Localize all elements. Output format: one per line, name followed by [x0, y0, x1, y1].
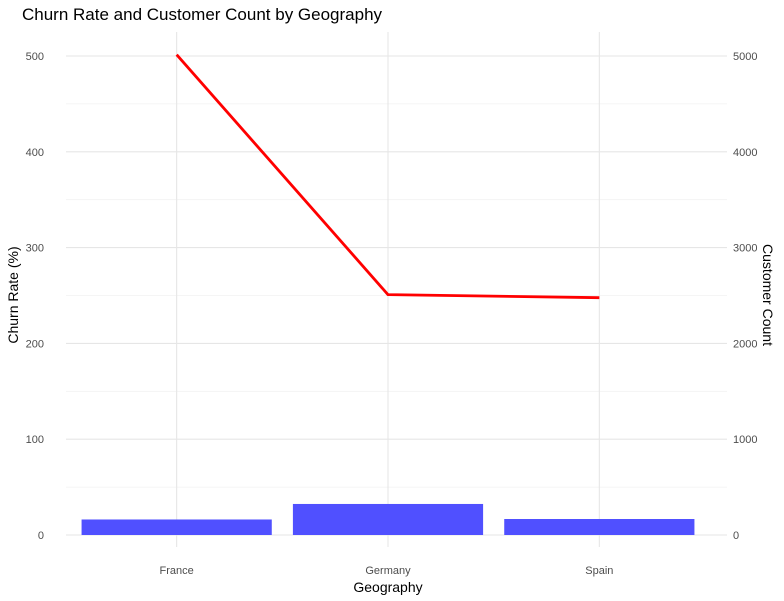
bar-germany [292, 503, 484, 535]
left-tick-label: 200 [26, 338, 44, 350]
left-axis-ticks: 0 100 200 300 400 500 [26, 51, 44, 542]
left-tick-label: 400 [26, 147, 44, 159]
right-axis-ticks: 0 1000 2000 3000 4000 5000 [733, 51, 757, 542]
right-tick-label: 0 [733, 530, 739, 542]
x-tick-label: Spain [585, 565, 613, 577]
bar-france [81, 519, 272, 535]
right-tick-label: 2000 [733, 338, 757, 350]
line-series [175, 53, 600, 300]
right-tick-label: 4000 [733, 147, 757, 159]
x-tick-label: France [160, 565, 194, 577]
left-tick-label: 500 [26, 51, 44, 63]
chart-title: Churn Rate and Customer Count by Geograp… [22, 5, 383, 24]
x-axis-ticks: France Germany Spain [160, 565, 614, 577]
left-tick-label: 0 [38, 530, 44, 542]
bar-series [81, 503, 695, 535]
left-tick-label: 100 [26, 434, 44, 446]
gridlines [66, 32, 727, 547]
right-tick-label: 3000 [733, 243, 757, 255]
left-axis-title: Churn Rate (%) [5, 246, 21, 343]
right-tick-label: 1000 [733, 434, 757, 446]
bar-spain [504, 519, 695, 535]
left-tick-label: 300 [26, 243, 44, 255]
x-tick-label: Germany [365, 565, 411, 577]
right-tick-label: 5000 [733, 51, 757, 63]
customer-count-line [175, 53, 600, 300]
right-axis-title: Customer Count [760, 244, 776, 346]
x-axis-title: Geography [353, 579, 422, 595]
